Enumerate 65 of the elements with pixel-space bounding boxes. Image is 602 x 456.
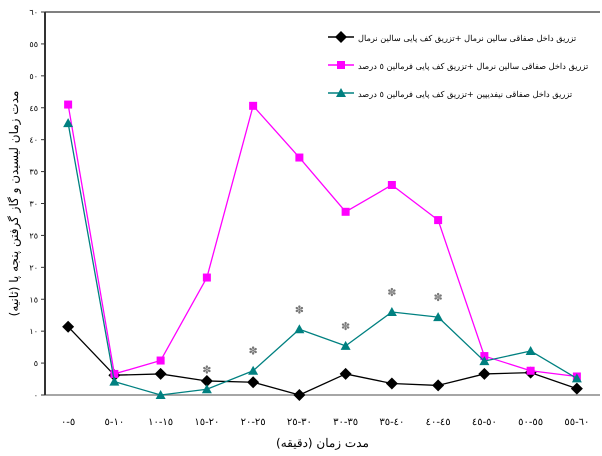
y-tick-label: ٢٠ [29,263,38,272]
point [156,356,165,365]
legend-label: تزریق داخل صفاقی سالین نرمال +تزریق کف پایی سالین نرمال [358,33,576,43]
y-tick-label: ٥٥ [29,40,38,49]
point [64,100,72,109]
point [434,216,442,224]
point [388,180,396,189]
x-tick-label: ٤٥-٥٠ [472,417,497,428]
y-tick-label: ٤٥ [29,104,38,113]
y-tick-label: ٥٠ [29,72,38,81]
x-tick-label: ٣٠-٣٥ [333,417,358,428]
y-axis-title: مدت زمان لیسیدن و گاز گرفتن پنجه پا (ثانیه) [7,90,21,316]
annotation: ✽ [434,291,443,304]
x-axis-title: مدت زمان (دقیقه) [276,436,369,450]
x-tick-label: ٢٠-٢٥ [240,417,266,428]
point [340,368,352,380]
y-tick-label: ٢٥ [29,231,38,240]
point [478,368,490,380]
y-tick-label: ٣٥ [29,168,38,177]
x-tick-label: ٠-٥ [60,417,76,428]
y-tick-label: ١٥ [29,295,38,304]
y-tick-label: ٥ [34,359,38,368]
point [386,307,397,316]
x-tick-label: ١٠-١٥ [148,417,174,428]
legend-label: تزریق داخل صفاقی سالین نرمال +تزریق کف پایی فرمالین ٥ درصد [358,61,588,71]
point [248,366,258,375]
y-tick-label: ٣٠ [29,200,38,208]
point [433,312,444,322]
annotation: ✽ [294,303,304,316]
x-tick-label: ٤٠-٤٥ [426,417,451,428]
legend-label: تزریق داخل صفاقی نیفدیپین +تزریق کف پایی فرمالین ٥ درصد [358,89,572,99]
annotation: ✽ [202,363,212,376]
x-tick-label: ٥-١٠ [104,417,124,428]
point [156,390,166,399]
point [570,382,583,395]
x-tick-label: ٥٠-٥٥ [518,417,544,428]
y-tick-label: ٤٠ [29,136,38,145]
point [479,356,490,366]
point [295,154,304,162]
point [432,379,444,392]
point [154,368,167,380]
x-tick-label: ١٥-٢٠ [194,417,220,428]
x-tick-label: ٣٥-٤٠ [379,417,404,428]
point [293,389,306,401]
y-tick-label: ١٠ [29,327,38,336]
point [62,320,74,333]
point [526,346,536,355]
x-tick-label: ٥٥-٦٠ [564,417,590,428]
point [294,324,304,334]
x-tick-label: ٢٥-٣٠ [286,417,312,428]
point [342,208,350,216]
point [247,376,260,388]
annotation: ✽ [248,344,258,358]
point [109,376,120,386]
point [340,340,351,350]
point [202,274,211,282]
point [63,118,74,128]
annotation: ✽ [387,286,396,300]
annotation: ✽ [341,320,350,333]
point [386,378,398,390]
y-tick-label: ٦٠ [29,8,38,17]
point [202,384,212,394]
point [200,374,213,387]
point [249,102,258,110]
y-tick-label: ٠ [34,391,38,400]
